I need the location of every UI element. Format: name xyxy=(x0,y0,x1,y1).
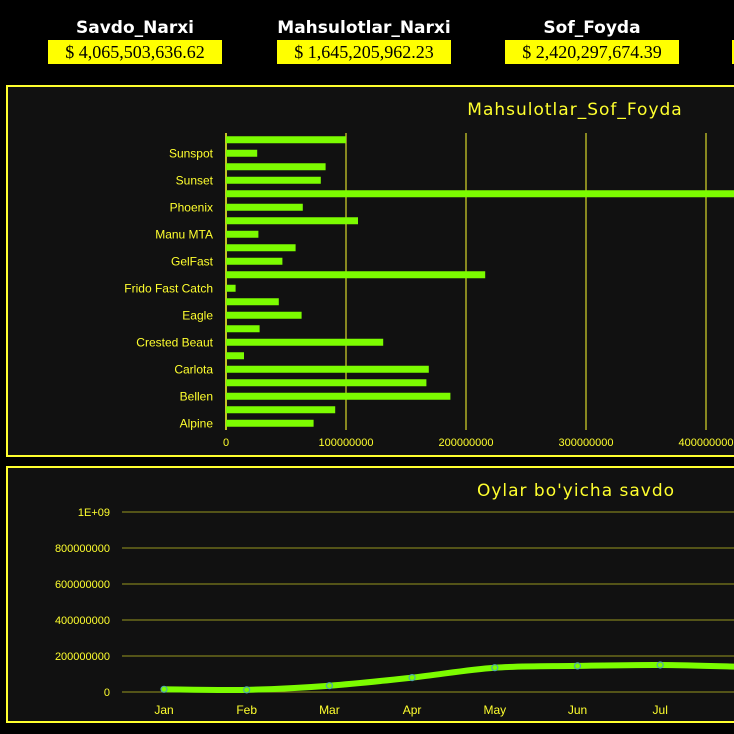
line-point xyxy=(243,686,251,694)
bar xyxy=(226,217,358,225)
line-x-tick-label: Jul xyxy=(653,703,668,717)
line-y-tick-label: 200000000 xyxy=(55,651,110,663)
kpi-card-mahsulotlar-narxi: Mahsulotlar_Narxi $ 1,645,205,962.23 xyxy=(277,14,451,64)
kpi-card-savdo-narxi: Savdo_Narxi $ 4,065,503,636.62 xyxy=(48,14,222,64)
bar-category-label: Phoenix xyxy=(170,200,213,214)
bar xyxy=(226,379,427,387)
bar-category-label: Frido Fast Catch xyxy=(124,281,213,295)
line-y-tick-label: 1E+09 xyxy=(78,507,110,519)
bar-category-label: Bellen xyxy=(180,389,213,403)
line-y-tick-label: 0 xyxy=(104,687,110,699)
bar xyxy=(226,392,451,400)
bar xyxy=(226,176,321,184)
bar-category-label: Crested Beaut xyxy=(136,335,213,349)
bar xyxy=(226,190,734,198)
line-chart: Oylar bo'yicha savdo 0 200000000 400000000… xyxy=(55,481,734,717)
kpi-value: $ 2,420,297,674.39 xyxy=(505,40,679,64)
bar xyxy=(226,284,236,292)
bar-x-tick-label: 200000000 xyxy=(438,437,493,449)
line-chart-panel: Oylar bo'yicha savdo 0 200000000 400000000… xyxy=(6,466,734,723)
bar xyxy=(226,230,259,238)
bar xyxy=(226,311,302,319)
bar-category-label: GelFast xyxy=(171,254,214,268)
kpi-title: Savdo_Narxi xyxy=(48,14,222,40)
bar-category-label: Eagle xyxy=(182,308,213,322)
bar-category-label: Sunspot xyxy=(169,146,214,160)
bar xyxy=(226,365,429,373)
bar-x-tick-label: 0 xyxy=(223,437,229,449)
bar-x-tick-label: 100000000 xyxy=(318,437,373,449)
line-point xyxy=(656,661,664,669)
bar-chart: Mahsulotlar_Sof_Foyda Alpine Bellen Carlot… xyxy=(124,100,734,449)
line-y-tick-label: 800000000 xyxy=(55,543,110,555)
bar xyxy=(226,406,336,414)
line-x-tick-label: Mar xyxy=(319,703,340,717)
chart-title: Mahsulotlar_Sof_Foyda xyxy=(467,100,682,120)
kpi-card-sof-foyda: Sof_Foyda $ 2,420,297,674.39 xyxy=(505,14,679,64)
bar-category-label: Sunset xyxy=(176,173,214,187)
bar-category-label: Manu MTA xyxy=(155,227,213,241)
bar xyxy=(226,298,279,306)
bar-x-tick-label: 300000000 xyxy=(558,437,613,449)
bar xyxy=(226,149,258,157)
bar-x-tick-label: 400000000 xyxy=(678,437,733,449)
bar xyxy=(226,163,326,171)
line-y-tick-label: 600000000 xyxy=(55,579,110,591)
bar-category-label: Carlota xyxy=(174,362,213,376)
bar xyxy=(226,203,303,211)
line-x-tick-label: Apr xyxy=(403,703,422,717)
line-x-tick-label: May xyxy=(483,703,506,717)
bar xyxy=(226,352,244,360)
chart-title: Oylar bo'yicha savdo xyxy=(477,481,675,501)
line-x-tick-label: Jan xyxy=(154,703,173,717)
kpi-value: $ 1,645,205,962.23 xyxy=(277,40,451,64)
kpi-card-partial xyxy=(732,14,734,40)
kpi-title: Sof_Foyda xyxy=(505,14,679,40)
line-point xyxy=(325,682,333,690)
line-point xyxy=(573,662,582,670)
bar-category-label: Alpine xyxy=(180,416,214,430)
kpi-card-partial-value xyxy=(732,40,734,64)
kpi-value: $ 4,065,503,636.62 xyxy=(48,40,222,64)
line-point xyxy=(491,664,499,672)
bar xyxy=(226,325,260,333)
kpi-title: Mahsulotlar_Narxi xyxy=(277,14,451,40)
line-x-tick-label: Jun xyxy=(568,703,587,717)
line-x-tick-label: Feb xyxy=(236,703,257,717)
bar xyxy=(226,271,486,279)
line-y-tick-label: 400000000 xyxy=(55,615,110,627)
line-point xyxy=(408,674,416,682)
line-series-path xyxy=(161,661,734,694)
bar xyxy=(226,419,314,427)
bar xyxy=(226,338,384,346)
bar-chart-panel: Mahsulotlar_Sof_Foyda Alpine Bellen Carlot… xyxy=(6,85,734,457)
line-point xyxy=(160,685,168,693)
bar xyxy=(226,257,283,265)
bar xyxy=(226,136,346,144)
bar xyxy=(226,244,296,252)
